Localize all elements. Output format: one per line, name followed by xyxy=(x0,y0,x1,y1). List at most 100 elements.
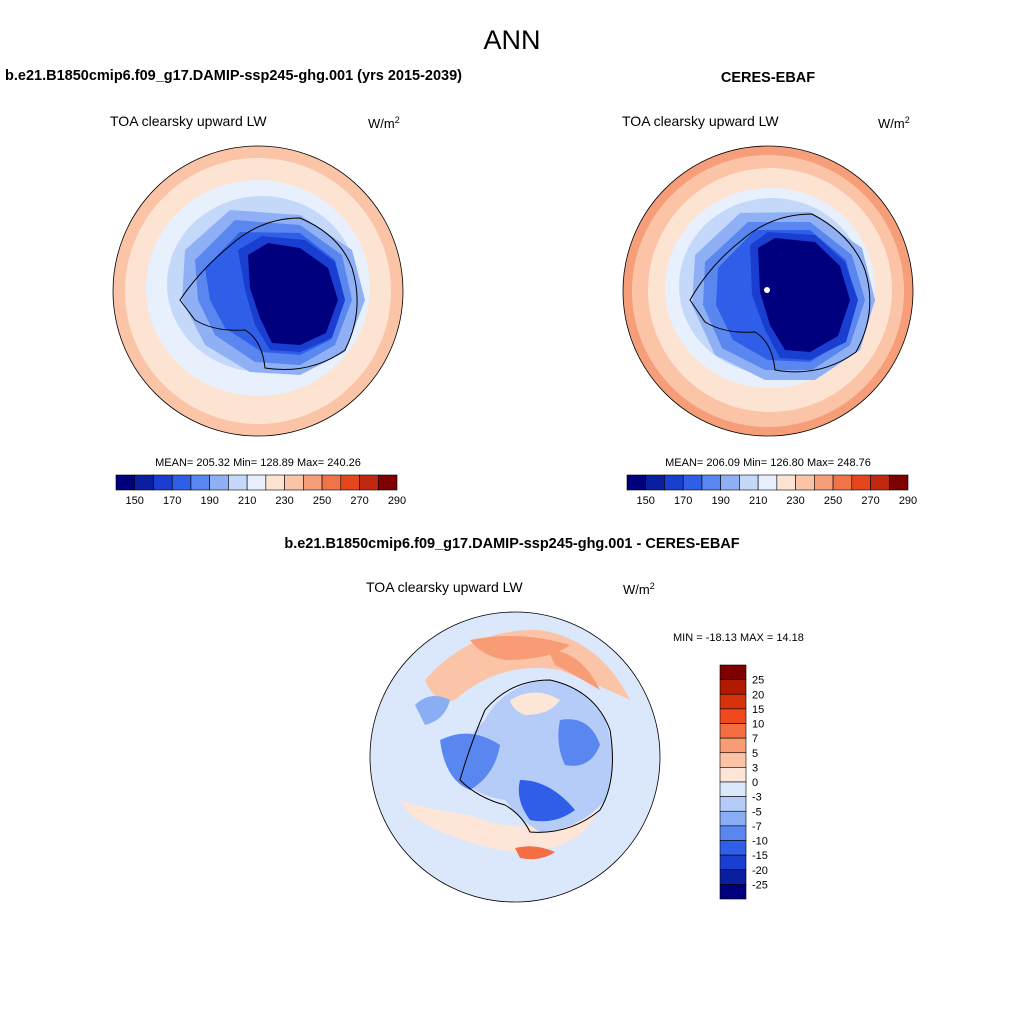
colorbar-obs-swatch xyxy=(757,474,778,491)
panel-diff: b.e21.B1850cmip6.f09_g17.DAMIP-ssp245-gh… xyxy=(284,536,804,903)
colorbar-diff-swatch xyxy=(719,810,747,827)
colorbar-diff-tick-label: -5 xyxy=(752,806,762,818)
panel-model-heading: b.e21.B1850cmip6.f09_g17.DAMIP-ssp245-gh… xyxy=(5,68,462,84)
colorbar-diff-swatch xyxy=(719,767,747,783)
colorbar-model-swatch xyxy=(246,474,267,491)
colorbar-obs-swatch xyxy=(814,474,834,491)
colorbar-obs-swatch xyxy=(701,474,721,491)
panel-model-variable: TOA clearsky upward LW xyxy=(110,113,267,129)
colorbar-diff-swatch xyxy=(719,796,747,812)
map-anomaly xyxy=(515,846,555,860)
coastline xyxy=(689,213,871,373)
colorbar-obs-tick-label: 290 xyxy=(899,495,917,507)
colorbar-model-swatch xyxy=(228,474,248,491)
colorbar-diff-tick-label: -25 xyxy=(752,879,768,891)
colorbar-obs-tick-label: 150 xyxy=(637,495,655,507)
figure-title: ANN xyxy=(483,25,540,55)
colorbar-diff-swatch xyxy=(719,693,747,710)
colorbar-obs-swatch xyxy=(626,474,647,491)
panel-diff-variable: TOA clearsky upward LW xyxy=(366,579,523,595)
colorbar-obs-tick-label: 250 xyxy=(824,495,842,507)
map-border xyxy=(112,145,404,437)
colorbar-obs-swatch xyxy=(851,474,871,491)
map-border xyxy=(369,611,661,903)
colorbar-model-tick-label: 250 xyxy=(313,495,331,507)
colorbar-model-swatch xyxy=(340,474,360,491)
colorbar-obs-swatch xyxy=(870,474,890,491)
colorbar-obs: 150 170 190 210 230 250 270 290 xyxy=(626,474,917,507)
colorbar-diff-swatch xyxy=(719,781,747,797)
colorbar-diff-swatch xyxy=(719,752,747,768)
colorbar-obs-tick-label: 210 xyxy=(749,495,767,507)
map-anomaly xyxy=(415,696,450,725)
colorbar-model-swatch xyxy=(265,474,285,491)
colorbar-diff-tick-label: -20 xyxy=(752,865,768,877)
map-anomaly xyxy=(558,719,600,766)
colorbar-diff-swatch xyxy=(719,869,747,885)
colorbar-diff-swatch xyxy=(719,723,747,739)
colorbar-diff-tick-label: 10 xyxy=(752,719,764,731)
map-anomaly xyxy=(440,733,500,790)
colorbar-model-tick-label: 150 xyxy=(126,495,144,507)
panel-obs-stats: MEAN= 206.09 Min= 126.80 Max= 248.76 xyxy=(665,457,871,469)
panel-obs-units: W/m2 xyxy=(878,115,910,131)
colorbar-model-swatch xyxy=(377,474,398,491)
colorbar-model-tick-label: 190 xyxy=(200,495,218,507)
panel-diff-stats: MIN = -18.13 MAX = 14.18 xyxy=(673,632,804,644)
colorbar-obs-tick-label: 230 xyxy=(786,495,804,507)
colorbar-obs-tick-label: 190 xyxy=(711,495,729,507)
colorbar-model-swatch xyxy=(321,474,342,491)
map-anomaly xyxy=(518,780,575,822)
colorbar-diff-tick-label: 0 xyxy=(752,777,758,789)
colorbar-diff-tick-label: 3 xyxy=(752,762,758,774)
colorbar-model-swatch xyxy=(284,474,304,491)
colorbar-model-swatch xyxy=(359,474,379,491)
colorbar-model: 150 170 190 210 230 250 270 290 xyxy=(115,474,406,507)
map-border xyxy=(622,145,914,437)
colorbar-diff-tick-label: 5 xyxy=(752,748,758,760)
coastline xyxy=(459,679,613,833)
panel-model: b.e21.B1850cmip6.f09_g17.DAMIP-ssp245-gh… xyxy=(5,68,462,507)
map-obs xyxy=(622,145,914,437)
panel-model-stats: MEAN= 205.32 Min= 128.89 Max= 240.26 xyxy=(155,457,361,469)
colorbar-model-swatch xyxy=(303,474,323,491)
colorbar-diff-tick-label: 20 xyxy=(752,689,764,701)
colorbar-model-swatch xyxy=(153,474,173,491)
panel-diff-units: W/m2 xyxy=(623,581,655,597)
colorbar-diff-tick-label: -10 xyxy=(752,836,768,848)
colorbar-model-swatch xyxy=(171,474,192,491)
colorbar-model-tick-label: 170 xyxy=(163,495,181,507)
colorbar-obs-swatch xyxy=(888,474,909,491)
colorbar-model-tick-label: 270 xyxy=(350,495,368,507)
panel-model-units: W/m2 xyxy=(368,115,400,131)
colorbar-diff-tick-label: 7 xyxy=(752,733,758,745)
map-model xyxy=(112,145,404,437)
colorbar-model-tick-label: 230 xyxy=(275,495,293,507)
colorbar-model-tick-label: 210 xyxy=(238,495,256,507)
map-diff xyxy=(369,611,661,903)
colorbar-obs-swatch xyxy=(664,474,684,491)
map-anomaly xyxy=(510,692,560,715)
colorbar-obs-swatch xyxy=(739,474,759,491)
colorbar-diff-swatch xyxy=(719,840,747,856)
colorbar-diff-swatch xyxy=(719,664,747,680)
colorbar-obs-swatch xyxy=(776,474,796,491)
colorbar-obs-swatch xyxy=(682,474,703,491)
map-anomaly xyxy=(455,680,613,832)
colorbar-diff-swatch xyxy=(719,737,747,754)
pole-marker xyxy=(764,287,770,293)
colorbar-model-swatch xyxy=(115,474,136,491)
colorbar-model-tick-label: 290 xyxy=(388,495,406,507)
panel-diff-heading: b.e21.B1850cmip6.f09_g17.DAMIP-ssp245-gh… xyxy=(284,536,739,552)
colorbar-diff-swatch xyxy=(719,884,747,900)
colorbar-obs-swatch xyxy=(645,474,665,491)
colorbar-obs-tick-label: 170 xyxy=(674,495,692,507)
colorbar-obs-tick-label: 270 xyxy=(861,495,879,507)
panel-obs-heading: CERES-EBAF xyxy=(721,70,815,86)
colorbar-model-swatch xyxy=(190,474,210,491)
map-band xyxy=(248,243,338,345)
colorbar-diff-tick-label: -15 xyxy=(752,850,768,862)
map-anomaly xyxy=(470,636,570,660)
